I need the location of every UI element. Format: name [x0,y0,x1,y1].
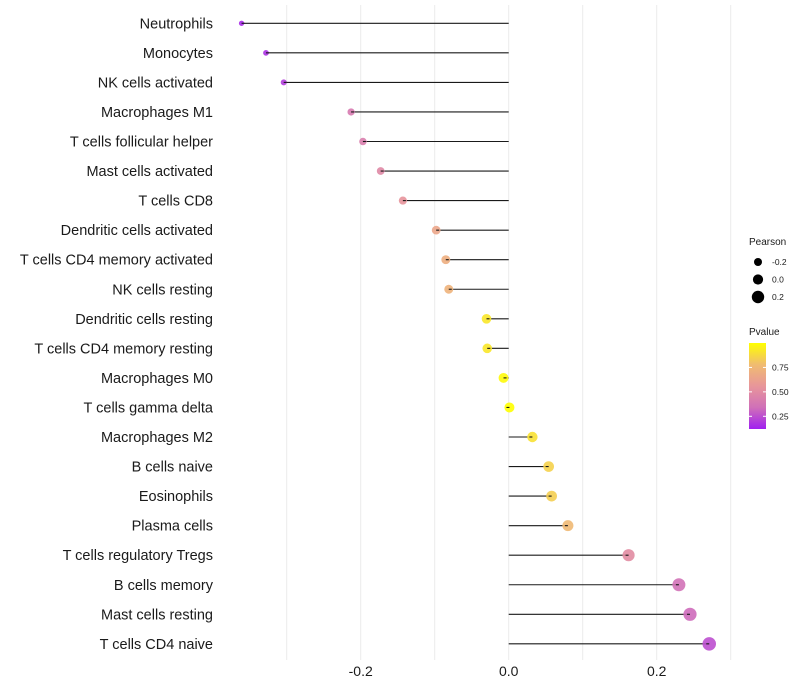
y-axis-labels: Neutrophils Monocytes NK cells activated Ma… [20,16,214,653]
y-tick-label: Macrophages M2 [101,430,213,446]
y-tick-label: NK cells activated [98,75,213,91]
y-tick-label: Plasma cells [132,519,213,535]
stems [241,22,710,645]
y-tick-label: T cells gamma delta [84,400,214,416]
size-legend-key [751,290,765,304]
color-legend-title: Pvalue [749,327,780,338]
y-tick-label: Macrophages M1 [101,105,213,121]
y-tick-label: Mast cells activated [86,164,213,180]
colorbar [749,343,766,429]
y-tick-label: B cells naive [132,460,213,476]
size-legend-key [754,258,762,266]
x-tick-label: 0.0 [499,663,519,679]
y-tick-label: T cells CD4 memory resting [34,341,213,357]
lollipop-point [359,137,367,146]
x-tick-label: 0.2 [647,663,667,679]
y-tick-label: T cells CD4 memory activated [20,253,213,269]
points [238,20,717,651]
size-legend-label: 0.2 [772,292,784,302]
y-tick-label: T cells CD8 [138,194,213,210]
y-tick-label: Dendritic cells activated [61,223,213,239]
size-legend-label: -0.2 [772,257,787,267]
y-tick-label: Mast cells resting [101,607,213,623]
y-tick-label: NK cells resting [112,282,213,298]
colorbar-label: 0.75 [772,362,789,372]
lollipop-point [347,108,355,116]
y-tick-label: B cells memory [114,578,214,594]
x-tick-label: -0.2 [349,663,373,679]
gridlines [286,5,732,660]
lollipop-point [622,549,635,562]
y-tick-label: T cells CD4 naive [100,637,213,653]
y-tick-label: T cells follicular helper [70,135,213,151]
size-legend-label: 0.0 [772,275,784,285]
y-tick-label: T cells regulatory Tregs [63,548,213,564]
size-legend-title: Pearson [749,237,786,248]
y-tick-label: Dendritic cells resting [75,312,213,328]
color-legend: Pvalue 0.25 0.50 0.75 [749,327,789,429]
y-tick-label: Macrophages M0 [101,371,213,387]
y-tick-label: Monocytes [143,46,213,62]
x-axis-labels: -0.2 0.0 0.2 [349,663,667,679]
y-tick-label: Neutrophils [140,16,213,32]
size-legend: Pearson -0.2 0.0 0.2 [749,237,787,304]
y-tick-label: Eosinophils [139,489,213,505]
size-legend-key [752,274,764,285]
lollipop-point [263,49,269,56]
colorbar-label: 0.50 [772,387,789,397]
colorbar-label: 0.25 [772,411,789,421]
